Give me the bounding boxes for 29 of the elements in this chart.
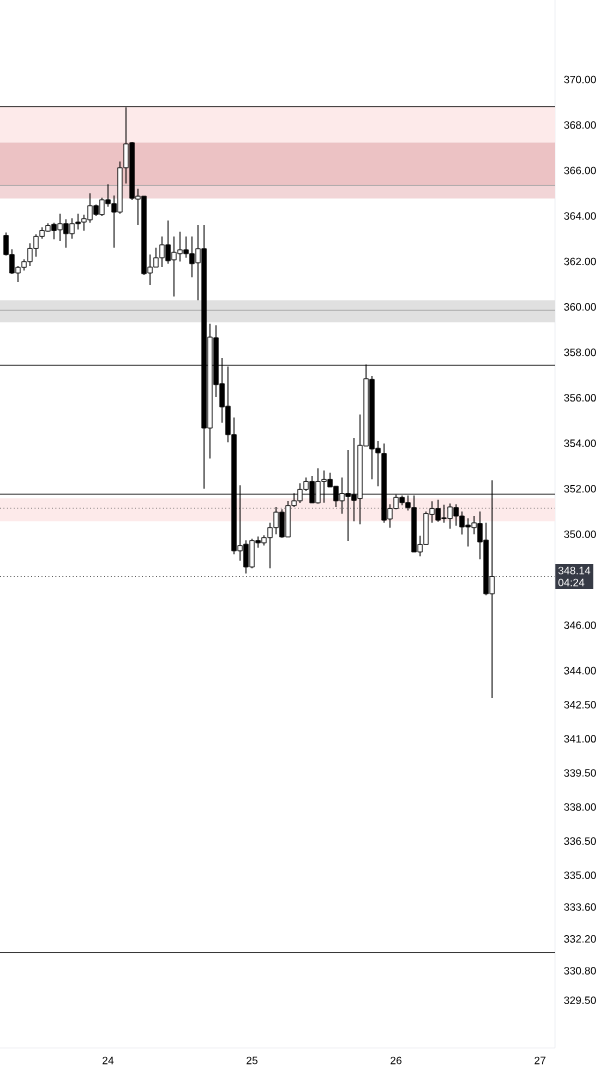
- y-tick-label: 356.00: [564, 394, 596, 402]
- y-tick-label: 342.50: [564, 700, 596, 709]
- y-tick-label: 338.00: [564, 803, 596, 811]
- text: 04:24: [558, 578, 585, 587]
- y-tick-label: 329.50: [564, 996, 596, 1005]
- y-tick-label: 358.00: [564, 348, 596, 357]
- y-tick-label: 370.00: [564, 75, 596, 84]
- x-tick-label: 25: [246, 1056, 258, 1065]
- y-tick-label: 344.00: [564, 666, 596, 675]
- y-tick-label: 332.20: [564, 935, 596, 943]
- y-tick-label: 366.00: [564, 166, 596, 175]
- y-tick-label: 362.00: [564, 257, 596, 266]
- x-tick-label: 26: [390, 1056, 402, 1065]
- y-tick-label: 350.00: [564, 530, 596, 538]
- y-tick-label: 339.50: [564, 769, 596, 777]
- y-tick-label: 368.00: [564, 121, 596, 129]
- x-tick-label: 24: [102, 1056, 114, 1065]
- y-tick-label: 360.00: [564, 303, 596, 311]
- y-tick-label: 354.00: [564, 439, 596, 448]
- y-tick-label: 364.00: [564, 212, 596, 220]
- y-tick-label: 346.00: [564, 621, 596, 629]
- x-tick-label: 27: [534, 1056, 546, 1065]
- y-tick-label: 330.80: [564, 966, 596, 975]
- ref-line-label: 348.14: [558, 566, 591, 575]
- y-tick-label: 336.50: [564, 837, 596, 845]
- y-tick-label: 335.00: [564, 871, 596, 879]
- y-tick-label: 341.00: [564, 735, 596, 743]
- y-tick-label: 352.00: [564, 484, 596, 493]
- y-tick-label: 333.60: [564, 903, 596, 911]
